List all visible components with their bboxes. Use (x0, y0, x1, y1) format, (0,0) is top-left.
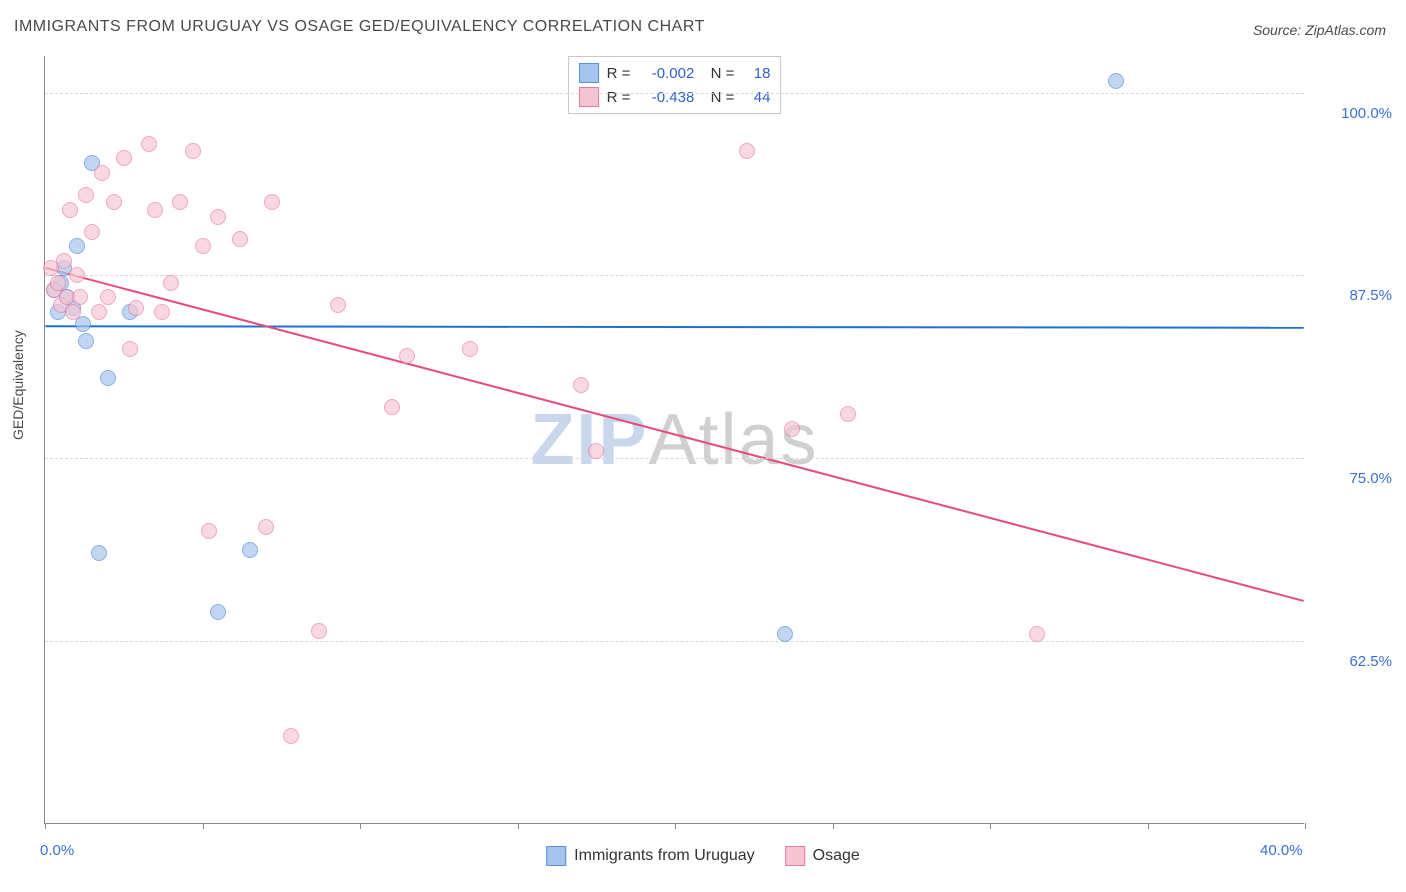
stat-n-value: 44 (742, 89, 770, 106)
swatch-uruguay (546, 846, 566, 866)
point-osage (264, 194, 280, 210)
point-osage (141, 136, 157, 152)
gridline (45, 641, 1304, 642)
x-tick (518, 823, 519, 829)
point-osage (56, 253, 72, 269)
point-osage (588, 443, 604, 459)
stat-r-label: R = (607, 89, 631, 106)
point-osage (739, 143, 755, 159)
y-tick-label: 87.5% (1312, 287, 1392, 304)
plot-area: ZIPAtlas R = -0.002 N = 18R = -0.438 N =… (44, 56, 1304, 824)
legend-label: Immigrants from Uruguay (574, 847, 755, 865)
point-osage (94, 165, 110, 181)
point-osage (122, 341, 138, 357)
point-osage (163, 275, 179, 291)
stat-r-value: -0.438 (638, 89, 694, 106)
source-label: Source: ZipAtlas.com (1253, 22, 1386, 38)
y-tick-label: 100.0% (1312, 105, 1392, 122)
point-osage (72, 289, 88, 305)
swatch-uruguay (579, 63, 599, 83)
stats-legend: R = -0.002 N = 18R = -0.438 N = 44 (568, 56, 782, 114)
point-osage (330, 297, 346, 313)
point-osage (172, 194, 188, 210)
x-tick (45, 823, 46, 829)
point-osage (91, 304, 107, 320)
point-uruguay (1108, 73, 1124, 89)
point-osage (232, 231, 248, 247)
point-osage (69, 267, 85, 283)
gridline (45, 93, 1304, 94)
chart-title: IMMIGRANTS FROM URUGUAY VS OSAGE GED/EQU… (14, 18, 705, 36)
x-tick (360, 823, 361, 829)
point-osage (128, 300, 144, 316)
stat-n-label: N = (702, 89, 734, 106)
x-tick (1148, 823, 1149, 829)
swatch-osage (785, 846, 805, 866)
point-osage (1029, 626, 1045, 642)
legend-label: Osage (813, 847, 860, 865)
stat-n-label: N = (702, 65, 734, 82)
trend-line-uruguay (45, 326, 1303, 327)
stat-r-value: -0.002 (638, 65, 694, 82)
point-osage (116, 150, 132, 166)
x-tick (675, 823, 676, 829)
y-tick-label: 75.0% (1312, 470, 1392, 487)
trend-lines-svg (45, 56, 1304, 823)
point-osage (258, 519, 274, 535)
point-uruguay (100, 370, 116, 386)
point-uruguay (91, 545, 107, 561)
x-tick (1305, 823, 1306, 829)
point-osage (84, 224, 100, 240)
stat-r-label: R = (607, 65, 631, 82)
point-uruguay (78, 333, 94, 349)
legend-item-osage: Osage (785, 846, 860, 866)
legend-item-uruguay: Immigrants from Uruguay (546, 846, 755, 866)
point-osage (210, 209, 226, 225)
point-uruguay (69, 238, 85, 254)
stats-row-osage: R = -0.438 N = 44 (579, 85, 771, 109)
point-osage (573, 377, 589, 393)
point-osage (50, 275, 66, 291)
point-uruguay (210, 604, 226, 620)
x-tick-label: 0.0% (40, 842, 74, 859)
point-osage (384, 399, 400, 415)
point-osage (154, 304, 170, 320)
point-osage (147, 202, 163, 218)
point-osage (100, 289, 116, 305)
x-tick-label: 40.0% (1260, 842, 1303, 859)
y-axis-title: GED/Equivalency (10, 330, 26, 440)
point-uruguay (777, 626, 793, 642)
gridline (45, 458, 1304, 459)
trend-line-osage (45, 268, 1303, 601)
point-osage (65, 304, 81, 320)
point-osage (283, 728, 299, 744)
point-osage (840, 406, 856, 422)
point-osage (462, 341, 478, 357)
point-osage (784, 421, 800, 437)
x-tick (990, 823, 991, 829)
y-tick-label: 62.5% (1312, 653, 1392, 670)
point-osage (201, 523, 217, 539)
point-osage (78, 187, 94, 203)
gridline (45, 275, 1304, 276)
point-osage (185, 143, 201, 159)
x-tick (833, 823, 834, 829)
point-osage (62, 202, 78, 218)
stat-n-value: 18 (742, 65, 770, 82)
x-tick (203, 823, 204, 829)
swatch-osage (579, 87, 599, 107)
point-osage (106, 194, 122, 210)
point-osage (311, 623, 327, 639)
point-uruguay (242, 542, 258, 558)
point-osage (399, 348, 415, 364)
series-legend: Immigrants from Uruguay Osage (546, 836, 860, 876)
stats-row-uruguay: R = -0.002 N = 18 (579, 61, 771, 85)
point-osage (195, 238, 211, 254)
